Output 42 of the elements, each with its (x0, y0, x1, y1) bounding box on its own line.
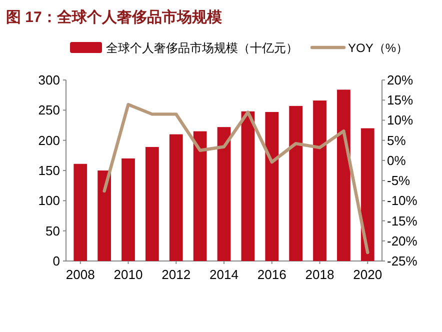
y-tick-label: 150 (38, 163, 60, 178)
y2-tick-label: -15% (387, 213, 418, 228)
bar (193, 131, 207, 261)
y2-tick-label: 20% (387, 72, 414, 88)
bar (313, 100, 326, 261)
y-tick-label: 50 (46, 223, 60, 238)
y2-tick-label: 10% (387, 112, 414, 128)
bar (122, 158, 135, 261)
x-tick-label: 2018 (305, 267, 334, 282)
bar (241, 111, 255, 261)
y-tick-label: 0 (52, 254, 60, 268)
bar (74, 164, 88, 261)
chart-title: 图 17：全球个人奢侈品市场规模 (6, 8, 223, 26)
bar (337, 90, 350, 261)
y2-tick-label: 15% (387, 92, 414, 108)
x-tick-label: 2008 (66, 267, 95, 282)
y-tick-label: 250 (38, 102, 60, 118)
y-tick-label: 200 (38, 132, 60, 148)
bar (360, 128, 374, 261)
y-tick-label: 100 (38, 193, 60, 208)
bar (289, 106, 303, 261)
y2-tick-label: -10% (387, 193, 418, 208)
y2-tick-label: -5% (387, 173, 411, 188)
y2-tick-label: -20% (387, 233, 418, 248)
y2-tick-label: 5% (387, 132, 406, 148)
y2-tick-label: 0% (387, 152, 406, 168)
bar (169, 134, 183, 261)
x-tick-label: 2016 (257, 267, 286, 282)
legend-item: 全球个人奢侈品市场规模（十亿元） (70, 41, 298, 55)
bar (98, 170, 111, 261)
y2-tick-label: -25% (387, 254, 418, 268)
legend-item: YOY（%） (310, 41, 408, 55)
x-tick-label: 2014 (210, 267, 238, 282)
bar (265, 112, 279, 261)
x-tick-label: 2012 (162, 267, 191, 282)
bar (217, 127, 231, 261)
x-tick-label: 2020 (353, 267, 382, 282)
x-tick-label: 2010 (114, 267, 143, 282)
bar (145, 146, 159, 261)
legend-label: 全球个人奢侈品市场规模（十亿元） (106, 41, 298, 55)
legend-label: YOY（%） (348, 41, 408, 55)
y-tick-label: 300 (38, 72, 60, 88)
